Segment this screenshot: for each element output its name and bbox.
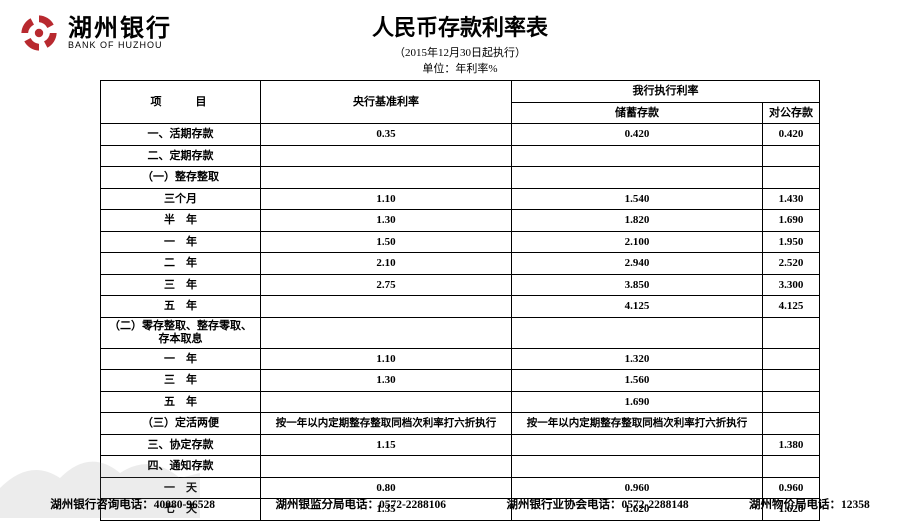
row-savings-note: 按一年以内定期整存整取同档次利率打六折执行 — [512, 413, 763, 435]
row-savings: 2.100 — [512, 231, 763, 253]
row-base: 1.10 — [261, 188, 512, 210]
unit-label: 单位：年利率% — [0, 60, 920, 76]
row-base — [261, 167, 512, 189]
row-label: 五 年 — [101, 296, 261, 318]
row-base — [261, 391, 512, 413]
footer-contacts: 湖州银行咨询电话：40080-96528 湖州银监分局电话：0572-22881… — [0, 496, 920, 512]
row-corp — [763, 413, 820, 435]
row-label: 三 年 — [101, 274, 261, 296]
row-corp: 0.420 — [763, 124, 820, 146]
row-savings: 2.940 — [512, 253, 763, 275]
row-corp: 2.520 — [763, 253, 820, 275]
row-corp — [763, 145, 820, 167]
row-corp — [763, 391, 820, 413]
row-base: 2.10 — [261, 253, 512, 275]
row-savings — [512, 434, 763, 456]
table-row: 三 年2.753.8503.300 — [101, 274, 820, 296]
row-savings: 1.540 — [512, 188, 763, 210]
contact-0: 湖州银行咨询电话：40080-96528 — [50, 496, 215, 512]
table-row: 三个月1.101.5401.430 — [101, 188, 820, 210]
row-savings: 1.820 — [512, 210, 763, 232]
row-base: 0.35 — [261, 124, 512, 146]
bank-logo: 湖州银行 BANK OF HUZHOU — [18, 12, 172, 54]
rate-table-wrap: 项 目 央行基准利率 我行执行利率 储蓄存款 对公存款 一、活期存款0.350.… — [100, 80, 820, 521]
table-row: 四、通知存款 — [101, 456, 820, 478]
row-base: 1.15 — [261, 434, 512, 456]
row-base — [261, 456, 512, 478]
row-label: 五 年 — [101, 391, 261, 413]
row-savings: 1.560 — [512, 370, 763, 392]
table-row: 三 年1.301.560 — [101, 370, 820, 392]
row-savings: 1.320 — [512, 348, 763, 370]
row-base-note: 按一年以内定期整存整取同档次利率打六折执行 — [261, 413, 512, 435]
table-row: 五 年 4.1254.125 — [101, 296, 820, 318]
row-savings: 4.125 — [512, 296, 763, 318]
table-row: （一）整存整取 — [101, 167, 820, 189]
row-corp — [763, 370, 820, 392]
row-corp — [763, 348, 820, 370]
contact-3: 湖州物价局电话：12358 — [749, 496, 870, 512]
row-savings — [512, 167, 763, 189]
table-row: 半 年1.301.8201.690 — [101, 210, 820, 232]
row-corp — [763, 456, 820, 478]
row-base — [261, 317, 512, 348]
row-label: 三、协定存款 — [101, 434, 261, 456]
row-label: 四、通知存款 — [101, 456, 261, 478]
logo-english: BANK OF HUZHOU — [68, 41, 172, 50]
row-corp — [763, 167, 820, 189]
row-label: 一、活期存款 — [101, 124, 261, 146]
row-label: 半 年 — [101, 210, 261, 232]
table-row: （三）定活两便按一年以内定期整存整取同档次利率打六折执行按一年以内定期整存整取同… — [101, 413, 820, 435]
col-base-rate: 央行基准利率 — [261, 81, 512, 124]
row-label: （二）零存整取、整存零取、存本取息 — [101, 317, 261, 348]
row-base: 1.50 — [261, 231, 512, 253]
row-label: 二、定期存款 — [101, 145, 261, 167]
row-corp: 1.950 — [763, 231, 820, 253]
row-base: 1.10 — [261, 348, 512, 370]
table-row: 一、活期存款0.350.4200.420 — [101, 124, 820, 146]
table-row: 一 年1.101.320 — [101, 348, 820, 370]
logo-chinese: 湖州银行 — [68, 17, 172, 41]
row-savings — [512, 317, 763, 348]
row-label: （三）定活两便 — [101, 413, 261, 435]
row-base — [261, 296, 512, 318]
table-row: 二、定期存款 — [101, 145, 820, 167]
contact-1: 湖州银监分局电话：0572-2288106 — [275, 496, 446, 512]
row-savings: 3.850 — [512, 274, 763, 296]
table-row: 三、协定存款1.15 1.380 — [101, 434, 820, 456]
row-corp: 1.380 — [763, 434, 820, 456]
rate-table: 项 目 央行基准利率 我行执行利率 储蓄存款 对公存款 一、活期存款0.350.… — [100, 80, 820, 521]
col-item: 项 目 — [101, 81, 261, 124]
table-row: 一 年1.502.1001.950 — [101, 231, 820, 253]
row-savings — [512, 456, 763, 478]
contact-2: 湖州银行业协会电话：0572-2288148 — [506, 496, 688, 512]
row-base — [261, 145, 512, 167]
row-corp: 3.300 — [763, 274, 820, 296]
row-corp: 1.690 — [763, 210, 820, 232]
row-base: 2.75 — [261, 274, 512, 296]
row-savings: 0.420 — [512, 124, 763, 146]
row-savings — [512, 145, 763, 167]
row-corp — [763, 317, 820, 348]
col-corporate: 对公存款 — [763, 102, 820, 124]
table-row: 二 年2.102.9402.520 — [101, 253, 820, 275]
col-our-rate: 我行执行利率 — [512, 81, 820, 103]
row-label: （一）整存整取 — [101, 167, 261, 189]
row-savings: 1.690 — [512, 391, 763, 413]
logo-icon — [18, 12, 60, 54]
table-row: （二）零存整取、整存零取、存本取息 — [101, 317, 820, 348]
col-savings: 储蓄存款 — [512, 102, 763, 124]
row-corp: 4.125 — [763, 296, 820, 318]
row-corp: 1.430 — [763, 188, 820, 210]
row-label: 二 年 — [101, 253, 261, 275]
row-label: 三 年 — [101, 370, 261, 392]
row-base: 1.30 — [261, 370, 512, 392]
row-label: 一 年 — [101, 231, 261, 253]
table-row: 五 年 1.690 — [101, 391, 820, 413]
row-base: 1.30 — [261, 210, 512, 232]
row-label: 三个月 — [101, 188, 261, 210]
row-label: 一 年 — [101, 348, 261, 370]
